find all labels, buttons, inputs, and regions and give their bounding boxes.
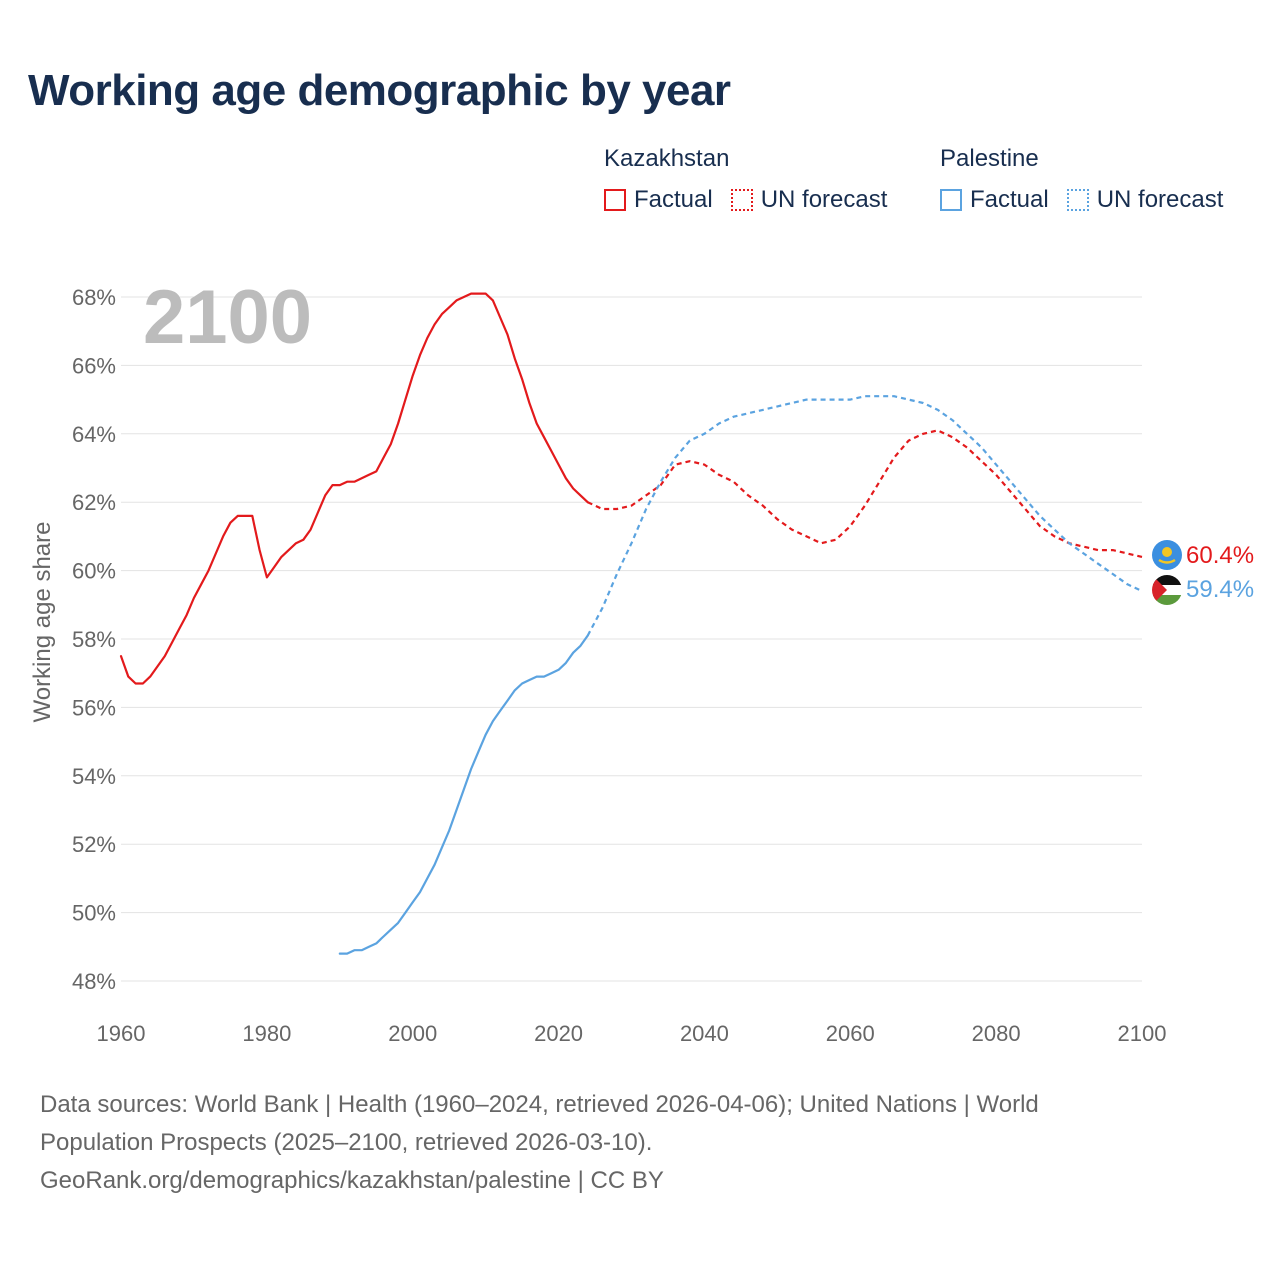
legend-item-palestine-factual[interactable]: Factual — [940, 186, 1049, 214]
legend-label: Factual — [634, 186, 713, 213]
legend-item-kazakhstan-forecast[interactable]: UN forecast — [730, 186, 888, 214]
x-tick-label: 2100 — [1118, 1021, 1167, 1046]
legend-item-kazakhstan-factual[interactable]: Factual — [604, 186, 713, 214]
y-axis-label: Working age share — [29, 522, 56, 723]
y-tick-label: 64% — [72, 422, 116, 447]
series-line-kazakhstan-forecast — [587, 429, 1143, 558]
footer-attribution[interactable]: GeoRank.org/demographics/kazakhstan/pale… — [40, 1167, 664, 1194]
legend-swatch-solid — [940, 189, 962, 211]
end-label-palestine: 59.4% — [1186, 576, 1254, 603]
x-tick-label: 2000 — [388, 1021, 437, 1046]
y-tick-label: 48% — [72, 969, 116, 994]
y-axis-ticks: 48% 50% 52% 54% 56% 58% 60% 62% 64% 66% 68% — [72, 285, 116, 994]
x-tick-label: 2020 — [534, 1021, 583, 1046]
line-chart: 48%50%52%54%56%58%60%62%64%66%68% 1960 19… — [29, 275, 1254, 1046]
chart-title: Working age demographic by year — [28, 66, 731, 115]
y-tick-label: 58% — [72, 627, 116, 652]
legend-swatch-dotted — [1066, 189, 1089, 211]
y-tick-label: 68% — [72, 285, 116, 310]
footer-sources-line2: Population Prospects (2025–2100, retriev… — [40, 1129, 653, 1156]
end-label-kazakhstan: 60.4% — [1186, 542, 1254, 569]
legend-label: Factual — [970, 186, 1049, 213]
gridlines — [121, 296, 1142, 982]
footer-sources-line1: Data sources: World Bank | Health (1960–… — [40, 1091, 1039, 1118]
kazakhstan-flag-icon — [1152, 540, 1182, 570]
y-tick-label: 56% — [72, 695, 116, 720]
y-tick-label: 52% — [72, 832, 116, 857]
series-line-kazakhstan-factual — [119, 292, 589, 685]
y-tick-label: 60% — [72, 559, 116, 584]
legend-group-name: Palestine — [940, 145, 1039, 172]
x-tick-label: 2040 — [680, 1021, 729, 1046]
x-tick-label: 2080 — [972, 1021, 1021, 1046]
palestine-flag-icon — [1152, 575, 1182, 605]
series-line-palestine-factual — [338, 634, 589, 955]
y-tick-label: 50% — [72, 901, 116, 926]
legend-group-name: Kazakhstan — [604, 145, 730, 172]
current-year-label: 2100 — [143, 275, 312, 360]
footer: Data sources: World Bank | Health (1960–… — [40, 1086, 1240, 1200]
x-tick-label: 2060 — [826, 1021, 875, 1046]
legend-group-palestine: Palestine Factual UN forecast — [940, 144, 1241, 214]
x-tick-label: 1980 — [242, 1021, 291, 1046]
x-tick-label: 1960 — [97, 1021, 146, 1046]
legend-swatch-dotted — [730, 189, 753, 211]
y-tick-label: 54% — [72, 764, 116, 789]
y-tick-label: 66% — [72, 353, 116, 378]
legend-swatch-solid — [604, 189, 626, 211]
legend-label: UN forecast — [760, 186, 888, 213]
y-tick-label: 62% — [72, 490, 116, 515]
legend-label: UN forecast — [1096, 186, 1224, 213]
legend-group-kazakhstan: Kazakhstan Factual UN forecast — [604, 144, 905, 214]
series-lines — [119, 292, 1143, 955]
end-markers: 60.4% 59.4% — [1152, 540, 1254, 605]
x-axis-ticks: 1960 1980 2000 2020 2040 2060 2080 2100 — [97, 1021, 1167, 1046]
series-line-palestine-forecast — [586, 395, 1143, 637]
legend-item-palestine-forecast[interactable]: UN forecast — [1066, 186, 1224, 214]
